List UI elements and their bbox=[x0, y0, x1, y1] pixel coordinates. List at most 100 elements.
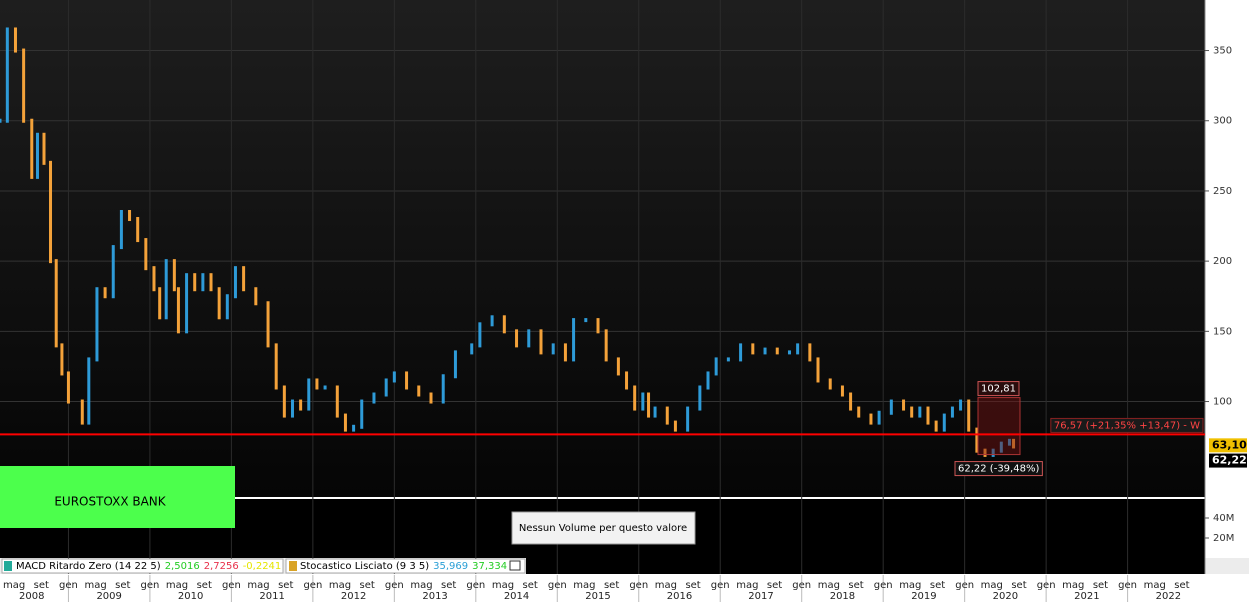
price-bar bbox=[417, 385, 421, 397]
x-tick-label: set bbox=[115, 580, 130, 591]
x-tick-label: mag bbox=[84, 580, 106, 591]
price-bar bbox=[323, 385, 327, 390]
price-bar bbox=[714, 357, 718, 376]
x-tick-label: set bbox=[930, 580, 945, 591]
price-bar bbox=[584, 318, 588, 323]
x-tick-label: set bbox=[197, 580, 212, 591]
x-tick-label: mag bbox=[3, 580, 25, 591]
chart-title: EUROSTOXX BANK bbox=[54, 495, 166, 509]
price-bar bbox=[515, 329, 519, 348]
y-tick-label: 20M bbox=[1213, 533, 1234, 544]
volume-message: Nessun Volume per questo valore bbox=[519, 523, 687, 534]
price-bar bbox=[164, 259, 168, 320]
y-tick-label: 40M bbox=[1213, 513, 1234, 524]
year-label: 2010 bbox=[178, 591, 203, 602]
x-tick-label: mag bbox=[492, 580, 514, 591]
x-tick-label: gen bbox=[59, 580, 78, 591]
year-label: 2014 bbox=[504, 591, 529, 602]
price-bar bbox=[441, 374, 445, 404]
x-tick-label: mag bbox=[410, 580, 432, 591]
price-bar bbox=[665, 406, 669, 425]
price-bar bbox=[910, 406, 914, 418]
x-tick-label: set bbox=[278, 580, 293, 591]
year-label: 2013 bbox=[422, 591, 447, 602]
price-bar bbox=[315, 378, 319, 390]
price-bar bbox=[787, 350, 791, 355]
price-bar bbox=[193, 273, 197, 292]
level-label-box bbox=[1050, 417, 1204, 433]
price-bar bbox=[596, 318, 600, 334]
price-bar bbox=[857, 406, 861, 418]
price-bar bbox=[551, 343, 555, 355]
price-bar bbox=[217, 287, 221, 320]
x-tick-label: gen bbox=[303, 580, 322, 591]
volume-message-box bbox=[511, 511, 696, 545]
price-bar bbox=[527, 329, 531, 348]
indicator-value: 2,5016 bbox=[165, 561, 200, 572]
x-tick-label: set bbox=[441, 580, 456, 591]
year-label: 2015 bbox=[585, 591, 610, 602]
price-bar bbox=[405, 371, 409, 390]
price-bar bbox=[1012, 438, 1016, 449]
price-bar bbox=[225, 294, 229, 320]
price-bar bbox=[686, 406, 690, 432]
x-tick-label: mag bbox=[899, 580, 921, 591]
price-bar bbox=[840, 385, 844, 397]
title-box bbox=[0, 466, 235, 528]
price-bar bbox=[144, 238, 148, 271]
price-bar bbox=[926, 406, 930, 425]
price-bar bbox=[60, 343, 64, 376]
indicator-value: 2,7256 bbox=[204, 561, 239, 572]
x-tick-label: mag bbox=[573, 580, 595, 591]
price-bar bbox=[959, 399, 963, 411]
x-tick-label: set bbox=[1011, 580, 1026, 591]
price-bar bbox=[22, 48, 26, 123]
price-bar bbox=[0, 118, 2, 123]
price-bar bbox=[176, 287, 180, 334]
x-tick-label: mag bbox=[981, 580, 1003, 591]
price-bar bbox=[641, 392, 645, 411]
x-tick-label: set bbox=[34, 580, 49, 591]
x-tick-label: gen bbox=[1118, 580, 1137, 591]
x-tick-label: mag bbox=[166, 580, 188, 591]
price-bar bbox=[209, 273, 213, 292]
x-tick-label: set bbox=[1174, 580, 1189, 591]
x-tick-label: gen bbox=[140, 580, 159, 591]
x-tick-label: gen bbox=[548, 580, 567, 591]
year-label: 2018 bbox=[830, 591, 855, 602]
price-bar bbox=[152, 266, 156, 292]
x-tick-label: set bbox=[604, 580, 619, 591]
price-tag-box bbox=[1209, 453, 1247, 468]
x-tick-label: mag bbox=[1144, 580, 1166, 591]
price-bar bbox=[967, 399, 971, 432]
year-label: 2008 bbox=[19, 591, 44, 602]
price-bar bbox=[470, 343, 474, 355]
x-tick-label: gen bbox=[1037, 580, 1056, 591]
high-label-box bbox=[977, 381, 1020, 397]
price-bar bbox=[128, 209, 132, 222]
restore-icon[interactable] bbox=[509, 560, 521, 571]
price-bar bbox=[706, 371, 710, 390]
price-pane bbox=[0, 0, 1205, 497]
x-tick-label: mag bbox=[329, 580, 351, 591]
price-bar bbox=[539, 329, 543, 355]
price-bar bbox=[616, 357, 620, 376]
indicator-value: 35,969 bbox=[433, 561, 468, 572]
price-bar bbox=[80, 399, 84, 425]
price-bar bbox=[563, 343, 567, 362]
x-tick-label: set bbox=[360, 580, 375, 591]
year-label: 2009 bbox=[96, 591, 121, 602]
x-tick-label: set bbox=[685, 580, 700, 591]
x-tick-label: gen bbox=[466, 580, 485, 591]
x-tick-label: gen bbox=[629, 580, 648, 591]
price-tag: 62,22 bbox=[1212, 454, 1247, 467]
price-bar bbox=[918, 406, 922, 418]
indicator-name: Stocastico Lisciato (9 3 5) bbox=[300, 561, 429, 572]
price-bar bbox=[572, 318, 576, 362]
range-box bbox=[977, 397, 1021, 456]
indicator-value: -0,2241 bbox=[243, 561, 282, 572]
x-tick-label: mag bbox=[655, 580, 677, 591]
price-bar bbox=[902, 399, 906, 411]
